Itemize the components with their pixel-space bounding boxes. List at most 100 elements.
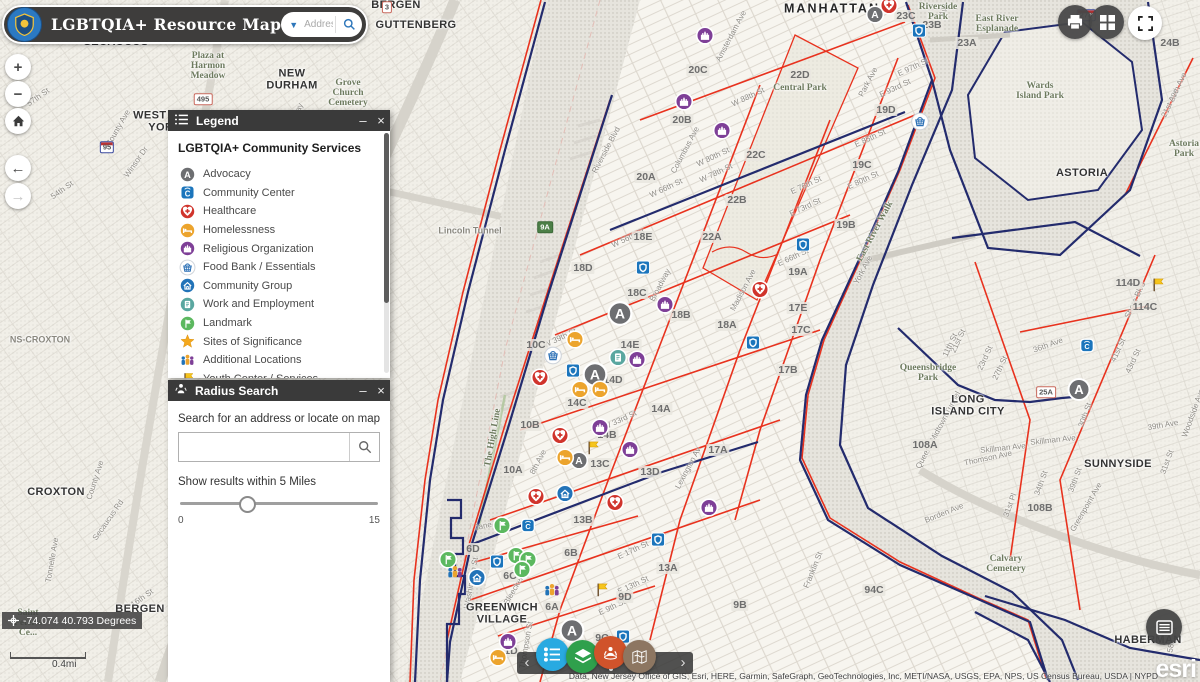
law-sq-map-marker[interactable] xyxy=(911,23,927,43)
search-dropdown-caret-icon[interactable]: ▼ xyxy=(289,19,299,30)
legend-item-label: Community Center xyxy=(203,186,295,199)
apps-grid-button[interactable] xyxy=(1090,5,1124,39)
food-bank-icon xyxy=(178,258,196,276)
forward-button[interactable]: → xyxy=(5,183,31,209)
healthcare-map-marker[interactable] xyxy=(879,0,899,20)
zoom-in-button[interactable]: + xyxy=(5,54,31,80)
work-map-marker[interactable] xyxy=(608,348,628,372)
advocacy-map-marker[interactable]: A xyxy=(569,451,589,475)
homelessness-map-marker[interactable] xyxy=(565,330,585,354)
attribute-table-button[interactable] xyxy=(1146,609,1182,645)
radius-slider[interactable] xyxy=(178,496,380,513)
zoom-out-button[interactable]: − xyxy=(5,81,31,107)
layers-button[interactable] xyxy=(566,640,599,673)
home-button[interactable] xyxy=(5,108,31,134)
community-group-map-marker[interactable] xyxy=(555,484,575,508)
healthcare-map-marker[interactable] xyxy=(750,280,770,304)
radius-panel-header[interactable]: Radius Search – × xyxy=(168,380,390,401)
radius-search-button[interactable] xyxy=(594,636,627,669)
landmark-map-marker[interactable] xyxy=(492,516,512,540)
law-sq-map-marker[interactable] xyxy=(489,554,505,574)
legend-item-homelessness: Homelessness xyxy=(178,221,386,240)
community-group-map-marker[interactable] xyxy=(467,568,487,592)
advocacy-map-marker[interactable]: A xyxy=(607,301,633,332)
homelessness-map-marker[interactable] xyxy=(590,380,610,404)
basemap-button[interactable] xyxy=(623,640,656,673)
legend-item-label: Advocacy xyxy=(203,168,251,181)
food-bank-map-marker[interactable] xyxy=(911,112,930,136)
food-bank-map-marker[interactable] xyxy=(544,346,563,370)
religious-map-marker[interactable] xyxy=(498,632,518,656)
advocacy-map-marker[interactable]: A xyxy=(865,5,885,29)
slider-handle[interactable] xyxy=(239,496,257,513)
community-center-map-marker[interactable]: C xyxy=(1079,338,1095,359)
healthcare-map-marker[interactable] xyxy=(526,487,546,511)
landmark-map-marker[interactable] xyxy=(512,560,532,584)
homelessness-map-marker[interactable] xyxy=(570,380,590,404)
toolbar-prev-icon[interactable]: ‹ xyxy=(524,654,530,671)
religious-map-marker[interactable] xyxy=(655,295,675,319)
radius-search-button[interactable] xyxy=(349,433,379,461)
legend-button[interactable] xyxy=(536,638,569,671)
youth-flag-map-marker[interactable] xyxy=(1148,275,1167,299)
youth-flag-icon xyxy=(178,370,196,378)
religious-map-marker[interactable] xyxy=(699,498,719,522)
law-sq-map-marker[interactable] xyxy=(795,237,811,257)
people-map-marker[interactable] xyxy=(446,563,465,587)
scale-label: 0.4mi xyxy=(52,659,77,670)
people-map-marker[interactable] xyxy=(543,581,562,605)
legend-panel-header[interactable]: Legend – × xyxy=(168,110,390,131)
community-group-icon xyxy=(178,277,196,295)
legend-item-label: Community Group xyxy=(203,279,293,292)
advocacy-map-marker[interactable]: A xyxy=(1067,378,1091,407)
legend-item-label: Additional Locations xyxy=(203,354,302,367)
legend-item-label: Sites of Significance xyxy=(203,335,303,348)
healthcare-map-marker[interactable] xyxy=(550,426,570,450)
landmark-map-marker[interactable] xyxy=(438,550,458,574)
slider-max-label: 15 xyxy=(368,515,380,526)
back-button[interactable]: ← xyxy=(5,155,31,181)
law-sq-map-marker[interactable] xyxy=(565,363,581,383)
slider-track[interactable] xyxy=(180,502,378,505)
law-sq-map-marker[interactable] xyxy=(650,532,666,552)
legend-scrollbar[interactable] xyxy=(384,133,389,373)
svg-text:A: A xyxy=(1074,382,1084,397)
advocacy-map-marker[interactable]: A xyxy=(559,618,585,649)
search-icon[interactable] xyxy=(335,16,362,33)
law-sq-map-marker[interactable] xyxy=(635,260,651,280)
religious-map-marker[interactable] xyxy=(712,121,732,145)
religious-map-marker[interactable] xyxy=(695,26,715,50)
religious-map-marker[interactable] xyxy=(590,418,610,442)
print-button[interactable] xyxy=(1058,5,1092,39)
law-sq-map-marker[interactable] xyxy=(745,335,761,355)
piers xyxy=(489,118,601,433)
address-resource-search-input[interactable] xyxy=(302,18,335,31)
toolbar-dot xyxy=(609,667,613,671)
legend-close-button[interactable]: × xyxy=(377,113,385,128)
community-center-map-marker[interactable]: C xyxy=(520,518,536,539)
religious-map-marker[interactable] xyxy=(674,92,694,116)
radius-slider-label: Show results within 5 Miles xyxy=(178,476,317,488)
radius-minimize-button[interactable]: – xyxy=(359,383,367,398)
header-search-box: ▼ xyxy=(281,12,362,37)
radius-close-button[interactable]: × xyxy=(377,383,385,398)
radius-panel-title: Radius Search xyxy=(195,383,279,398)
religious-map-marker[interactable] xyxy=(627,350,647,374)
healthcare-map-marker[interactable] xyxy=(605,493,625,517)
people-icon xyxy=(178,351,196,369)
slider-min-label: 0 xyxy=(178,515,184,526)
legend-item-label: Homelessness xyxy=(203,224,276,237)
radius-address-input[interactable] xyxy=(179,433,349,461)
religious-map-marker[interactable] xyxy=(620,440,640,464)
legend-minimize-button[interactable]: – xyxy=(359,113,367,128)
homelessness-map-marker[interactable] xyxy=(555,448,575,472)
homelessness-map-marker[interactable] xyxy=(488,648,508,672)
healthcare-map-marker[interactable] xyxy=(530,368,550,392)
youth-flag-map-marker[interactable] xyxy=(583,438,602,462)
toolbar-next-icon[interactable]: › xyxy=(680,654,686,671)
legend-panel-title: Legend xyxy=(196,113,239,128)
legend-item-label: Food Bank / Essentials xyxy=(203,261,316,274)
youth-flag-map-marker[interactable] xyxy=(592,580,611,604)
fullscreen-button[interactable] xyxy=(1128,6,1162,40)
